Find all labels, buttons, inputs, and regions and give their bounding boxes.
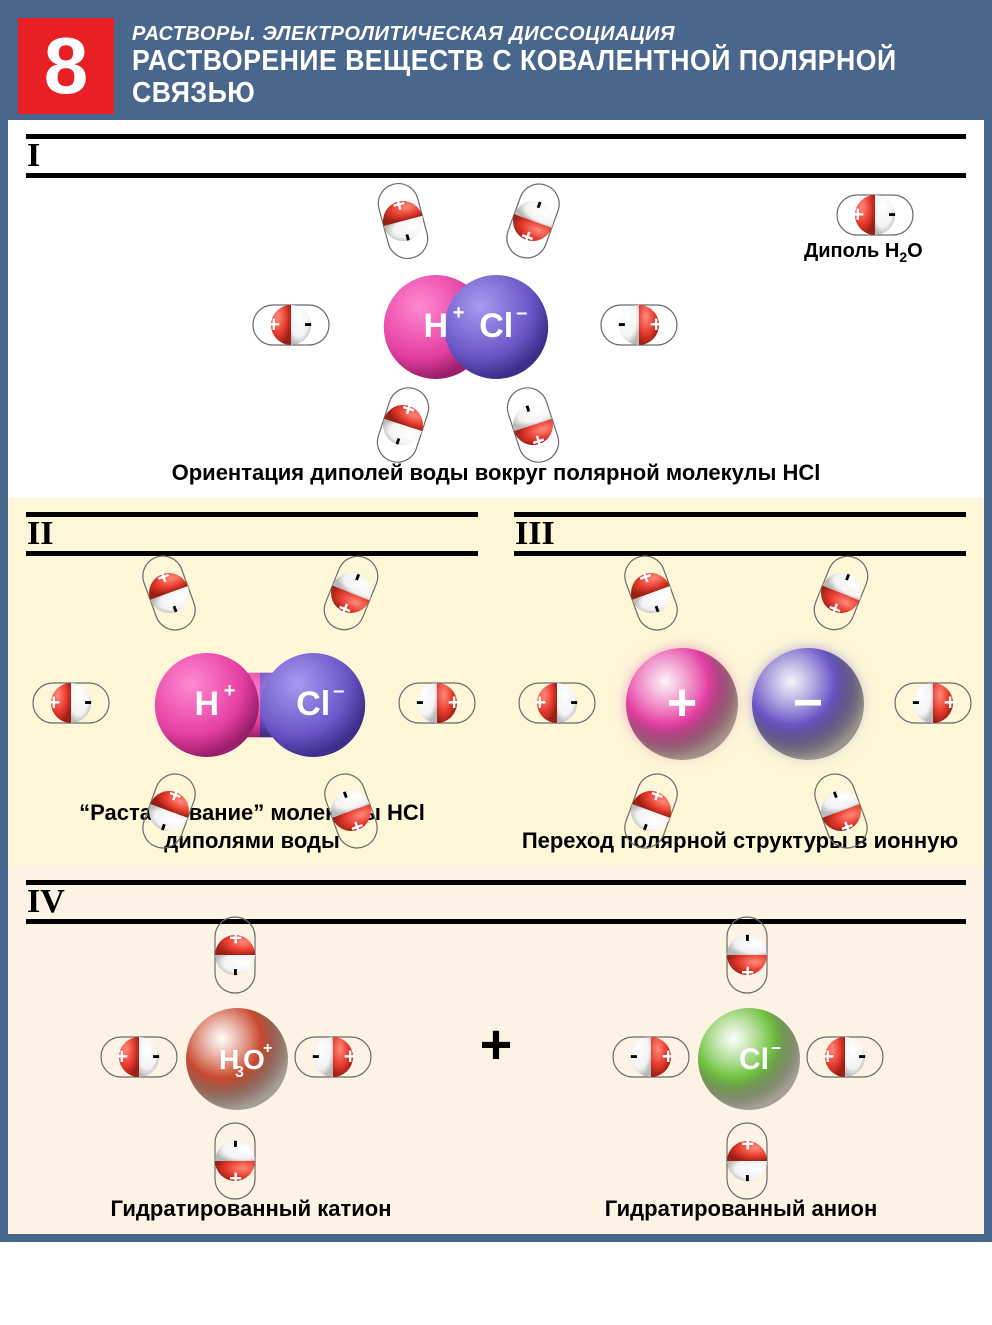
svg-text:+: +: [453, 302, 465, 324]
svg-text:Cl: Cl: [739, 1043, 769, 1076]
svg-text:Cl: Cl: [479, 307, 513, 345]
svg-text:+: +: [223, 1172, 248, 1185]
svg-text:+: +: [662, 1044, 675, 1069]
water-dipole: +-: [252, 304, 330, 346]
ion-h-iii: +: [622, 644, 742, 769]
svg-text:+: +: [735, 1137, 760, 1150]
svg-text:+: +: [735, 966, 760, 979]
svg-text:-: -: [416, 688, 424, 715]
water-dipole: +-: [518, 682, 596, 724]
water-dipole: +-: [726, 916, 768, 994]
svg-text:-: -: [84, 688, 92, 715]
svg-text:-: -: [618, 310, 626, 337]
svg-text:-: -: [570, 688, 578, 715]
svg-text:-: -: [888, 200, 896, 227]
svg-text:-: -: [858, 1042, 866, 1069]
svg-text:+: +: [650, 312, 663, 337]
ion-cl: Cl–: [694, 1004, 804, 1119]
water-dipole: +-: [894, 682, 972, 724]
diagram-iii: + − +-+-+-+-+-+-: [514, 564, 966, 819]
panel-iii: III + − +-+-+-+-+-+- Переход полярной ст…: [496, 498, 984, 866]
hcl-blob-i: H+ Cl–: [356, 272, 576, 387]
svg-text:+: +: [944, 690, 957, 715]
diagram-ii: H+Cl– +-+-+-+-+-+-: [26, 564, 478, 791]
svg-text:–: –: [333, 680, 344, 702]
header-text: РАСТВОРЫ. ЭЛЕКТРОЛИТИЧЕСКАЯ ДИССОЦИАЦИЯ …: [132, 23, 966, 110]
svg-text:-: -: [312, 1042, 320, 1069]
svg-text:+: +: [851, 202, 864, 227]
water-dipole: +-: [100, 1036, 178, 1078]
water-dipole: +-: [317, 549, 385, 637]
header-pretitle: РАСТВОРЫ. ЭЛЕКТРОЛИТИЧЕСКАЯ ДИССОЦИАЦИЯ: [132, 23, 966, 46]
svg-text:-: -: [630, 1042, 638, 1069]
svg-text:+: +: [533, 690, 546, 715]
svg-text:-: -: [304, 310, 312, 337]
diagram-iv: H3O+ +-+-+-+- + Cl– +-+-+-+-: [26, 932, 966, 1187]
svg-text:-: -: [735, 934, 762, 942]
header-title: РАСТВОРЕНИЕ ВЕЩЕСТВ С КОВАЛЕНТНОЙ ПОЛЯРН…: [132, 46, 899, 110]
svg-text:–: –: [771, 1037, 781, 1057]
plus-between-icon: +: [480, 1011, 513, 1076]
svg-text:Cl: Cl: [296, 685, 330, 723]
ion-cl-iii: −: [748, 644, 868, 769]
svg-text:-: -: [223, 968, 250, 976]
svg-text:-: -: [735, 1174, 762, 1182]
panel-i: I +- Диполь H2O H+Cl–: [8, 120, 984, 498]
svg-text:+: +: [47, 690, 60, 715]
roman-iv: IV: [26, 880, 966, 924]
caption-ii: “Растаскивание” молекулы HCl диполями во…: [26, 799, 478, 854]
header: 8 РАСТВОРЫ. ЭЛЕКТРОЛИТИЧЕСКАЯ ДИССОЦИАЦИ…: [8, 8, 984, 120]
caption-i: Ориентация диполей воды вокруг полярной …: [26, 459, 966, 487]
svg-text:+: +: [223, 931, 248, 944]
svg-text:+: +: [115, 1044, 128, 1069]
svg-text:+: +: [224, 680, 236, 702]
poster-frame: 8 РАСТВОРЫ. ЭЛЕКТРОЛИТИЧЕСКАЯ ДИССОЦИАЦИ…: [0, 0, 992, 1242]
svg-text:-: -: [223, 1140, 250, 1148]
water-dipole: +-: [500, 177, 566, 265]
legend-dipole-label: Диполь H2O: [804, 240, 923, 265]
chapter-number: 8: [18, 18, 114, 114]
water-dipole: +-: [373, 178, 434, 264]
water-dipole: +-: [600, 304, 678, 346]
water-dipole: +-: [32, 682, 110, 724]
caption-iii: Переход полярной структуры в ионную: [514, 827, 966, 855]
roman-iii: III: [514, 512, 966, 556]
svg-text:+: +: [821, 1044, 834, 1069]
panels: I +- Диполь H2O H+Cl–: [8, 120, 984, 1234]
svg-text:O: O: [243, 1044, 265, 1075]
water-dipole: +-: [371, 381, 435, 468]
water-dipole: +-: [214, 916, 256, 994]
roman-i: I: [26, 134, 966, 178]
svg-text:+: +: [263, 1040, 272, 1057]
svg-text:−: −: [793, 674, 823, 732]
water-dipole: +-: [612, 1036, 690, 1078]
legend-dipole: +-: [836, 194, 914, 236]
water-dipole: +-: [726, 1122, 768, 1200]
svg-text:H: H: [195, 685, 220, 723]
svg-text:+: +: [344, 1044, 357, 1069]
water-dipole: +-: [214, 1122, 256, 1200]
panel-iv: IV H3O+ +-+-+-+- + Cl– +-+-+-+-: [8, 866, 984, 1234]
svg-text:+: +: [267, 312, 280, 337]
svg-text:-: -: [912, 688, 920, 715]
svg-text:H: H: [424, 307, 449, 345]
water-dipole: +-: [294, 1036, 372, 1078]
water-dipole: +-: [136, 549, 202, 637]
roman-ii: II: [26, 512, 478, 556]
svg-text:-: -: [152, 1042, 160, 1069]
water-dipole: +-: [806, 1036, 884, 1078]
svg-text:+: +: [448, 690, 461, 715]
diagram-i: +- Диполь H2O H+Cl– +-+-+-+-+-+-: [26, 186, 966, 451]
water-dipole: +-: [618, 549, 684, 637]
ion-h3o: H3O+: [182, 1004, 292, 1119]
water-dipole: +-: [398, 682, 476, 724]
svg-text:+: +: [667, 674, 697, 732]
hcl-blob-ii: H+ Cl–: [120, 650, 400, 765]
panel-ii: II H+Cl– +-+-+-+-+-+- “Растаскивание” мо…: [8, 498, 496, 866]
svg-text:–: –: [516, 302, 527, 324]
water-dipole: +-: [501, 381, 565, 468]
water-dipole: +-: [807, 549, 875, 637]
